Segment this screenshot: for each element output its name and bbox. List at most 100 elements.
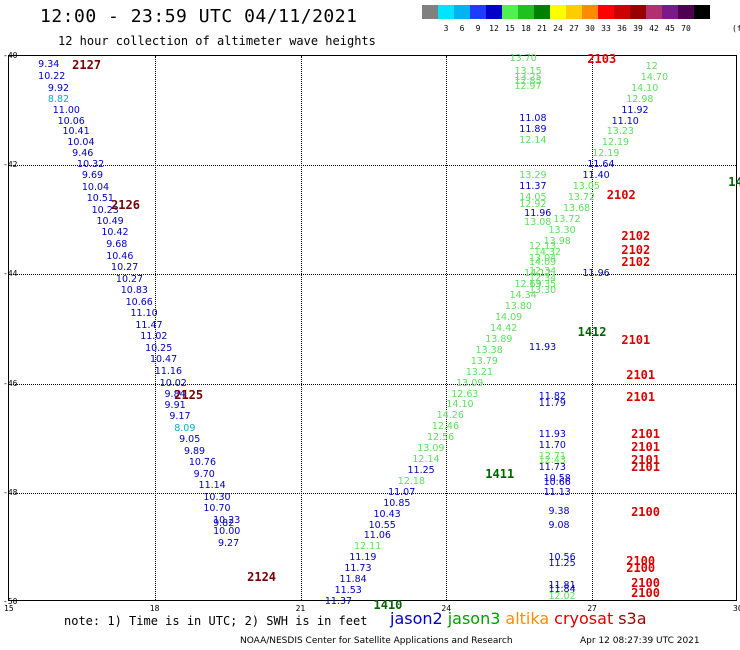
wave-height-value: 11.02 [140,331,168,343]
wave-height-value: 12.63 [451,388,479,400]
wave-height-value: 11.53 [334,585,362,597]
wave-height-value: 10.23 [213,515,241,527]
pass-number-label: 2101 [626,390,656,405]
wave-height-value: 10.58 [543,473,571,485]
y-tick-label: -46 [3,378,18,388]
wave-height-value: 13.72 [567,191,596,203]
wave-height-value: 14.09 [495,312,523,324]
pass-number-label: 2100 [631,576,660,591]
wave-height-value: 13.89 [485,333,513,345]
wave-height-value: 12.71 [538,451,566,463]
wave-height-value: 12.46 [431,421,460,433]
color-scale-swatch [422,5,438,19]
wave-height-value: 12.85 [514,76,542,88]
wave-height-value: 14.32 [533,246,562,258]
wave-height-value: 11.25 [407,464,435,476]
color-scale-swatch [630,5,646,19]
wave-height-value: 10.41 [62,126,90,138]
pass-number-label: 1412 [577,324,607,339]
wave-height-value: 10.02 [159,377,187,389]
wave-height-value: 11.06 [363,530,391,542]
x-tick-label: 15 [4,604,14,613]
wave-height-value: 10.04 [81,182,110,194]
wave-height-value: 11.79 [538,397,566,409]
wave-height-value: 12.13 [529,241,557,253]
wave-height-value: 12.69 [514,279,542,291]
legend-altika: altika [505,609,550,628]
wave-height-value: 11.47 [135,319,163,331]
color-scale-tick: 15 [505,24,515,33]
pass-number-label: 2101 [631,459,660,474]
wave-height-value: 11.10 [130,308,158,320]
longitude-gridline [592,56,594,600]
color-scale-tick: 24 [553,24,563,33]
wave-height-value: 12.11 [354,541,382,553]
pass-number-label: 2101 [631,453,660,468]
pass-number-label: 2100 [626,560,656,575]
map-title: 12:00 - 23:59 UTC 04/11/2021 [40,6,358,27]
pass-number-label: 2100 [626,554,656,569]
wave-height-value: 11.64 [587,159,615,171]
color-scale-tick: 6 [459,24,465,33]
color-scale-swatch [502,5,518,19]
color-scale-swatch [694,5,710,19]
wave-height-value: 11.08 [519,112,547,124]
wave-height-value: 13.09 [417,443,445,455]
pass-number-label: 2100 [631,504,660,519]
wave-height-value: 11.37 [324,596,353,607]
wave-height-value: 9.68 [106,238,128,250]
wave-height-value: 10.47 [149,354,178,366]
wave-height-value: 8.82 [47,93,70,105]
wave-height-value: 12.43 [538,455,566,467]
wave-height-value: 11.14 [198,480,226,492]
wave-height-value: 11.84 [548,583,576,595]
wave-height-value: 12.14 [412,454,440,466]
color-scale-swatch [598,5,614,19]
wave-height-value: 13.08 [524,217,552,229]
wave-height-value: 10.23 [91,204,119,216]
color-scale-swatch [518,5,534,19]
wave-height-value: 13.30 [529,284,557,296]
longitude-gridline [446,56,448,600]
wave-height-value: 11.40 [582,170,610,182]
wave-height-value: 13.72 [553,213,581,225]
wave-height-value: 13.25 [514,71,542,83]
wave-height-value: 12.02 [548,590,576,602]
wave-height-value: 11.10 [611,115,639,127]
wave-height-value: 13.79 [470,355,498,367]
color-scale-tick: 33 [601,24,611,33]
wave-height-value: 11.93 [538,429,566,441]
wave-height-value: 11.73 [344,563,372,575]
color-scale-swatch [662,5,678,19]
wave-height-value: 13.05 [572,181,600,193]
wave-height-value: 11.07 [388,486,416,498]
wave-height-value: 11.82 [538,391,566,403]
wave-height-value: 9.92 [47,82,70,94]
wave-height-value: 10.85 [383,497,411,509]
wave-height-value: 12.14 [519,134,547,146]
x-tick-label: 21 [295,604,306,613]
wave-height-value: 11.13 [543,486,571,498]
latitude-gridline [9,274,736,276]
wave-height-value: 12.19 [592,148,620,160]
wave-height-value: 10.51 [86,193,114,205]
wave-height-value: 11.00 [52,104,80,116]
pass-number-label: 14 [728,174,740,189]
wave-height-value: 10.27 [111,261,139,273]
color-scale-tick: 9 [475,24,481,33]
y-tick-label: -42 [3,160,18,170]
footer-credit: NOAA/NESDIS Center for Satellite Applica… [240,636,513,646]
color-scale-tick: 42 [649,24,659,33]
wave-height-value: 9.69 [81,170,104,182]
wave-height-value: 13.98 [543,235,571,247]
y-tick-label: -40 [3,51,18,60]
wave-height-value: 13.38 [475,344,503,356]
wave-height-value: 13.30 [548,224,576,236]
y-tick-label: -50 [3,597,18,606]
wave-height-value: 10.25 [145,342,173,354]
color-scale-swatch [486,5,502,19]
legend-jason3: jason3 [447,609,501,628]
wave-height-value: 11.84 [339,574,367,586]
wave-height-value: 10.76 [188,457,217,469]
color-scale-swatch [550,5,566,19]
